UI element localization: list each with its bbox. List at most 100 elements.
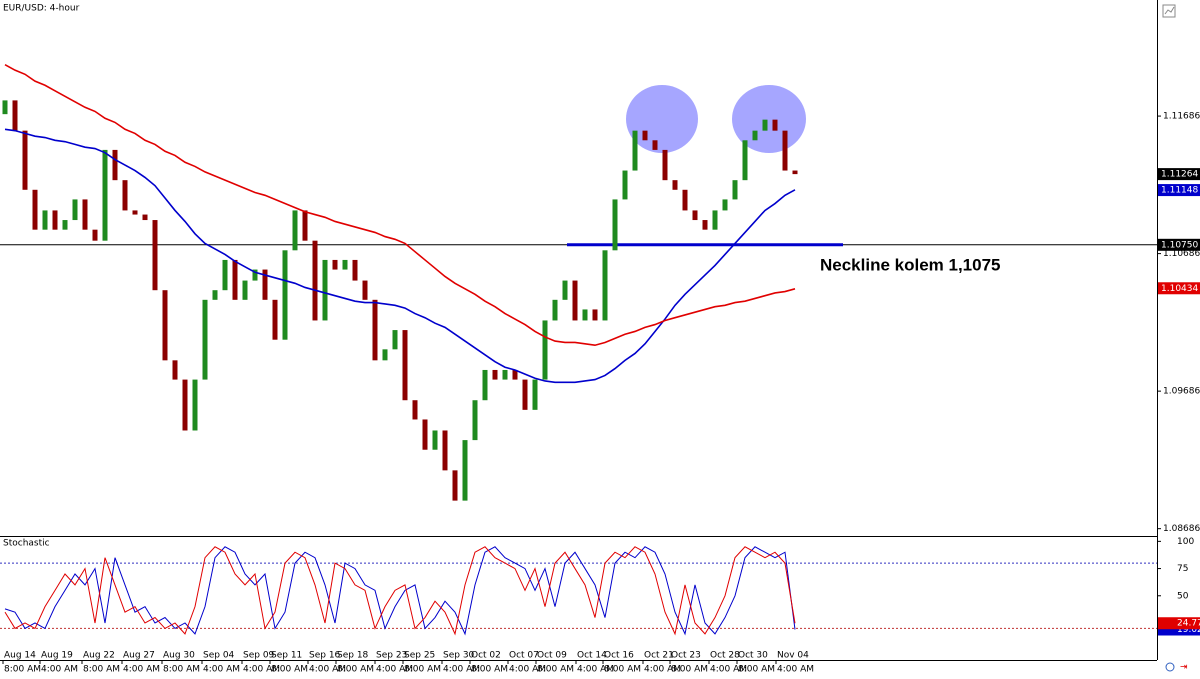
candle [652,140,658,150]
candle [162,290,168,361]
candle [742,140,748,181]
x-tick-date: Oct 16 [604,651,634,661]
y-tick-label: 100 [1177,537,1194,547]
y-tick-label: 50 [1177,591,1189,601]
candle [22,130,28,190]
candle [592,309,598,321]
candle [192,379,198,431]
icon[interactable] [1165,662,1175,672]
x-tick-date: Nov 04 [777,651,809,661]
x-tick-time: 8:00 AM [471,665,508,675]
candle [332,259,338,270]
chart-title: EUR/USD: 4-hour [3,4,80,14]
y-tick-label: 1.08686 [1163,524,1200,534]
candle [502,369,508,380]
x-tick-time: 4:00 AM [644,665,681,675]
x-tick-date: Oct 09 [537,651,567,661]
candle [542,320,548,380]
x-tick-date: Oct 30 [738,651,768,661]
candle [272,299,278,340]
price-label-box [1158,238,1200,251]
candle [42,210,48,230]
x-tick-date: Sep 11 [271,651,302,661]
x-tick-date: Sep 04 [203,651,235,661]
candle [112,149,118,181]
x-tick-time: 8:00 AM [337,665,374,675]
price-label-box [1158,168,1200,181]
x-tick-date: Aug 14 [4,651,36,661]
candle [622,170,628,200]
x-tick-time: 4:00 AM [41,665,78,675]
x-tick-time: 4:00 AM [443,665,480,675]
x-tick-date: Oct 23 [671,651,701,661]
candle [172,360,178,380]
candle [442,430,448,471]
value-label: 24.77 [1177,619,1200,629]
price-label: 1.10750 [1161,240,1198,250]
candle [132,210,138,215]
candle [562,280,568,300]
candle [152,220,158,291]
price-label: 1.11148 [1161,186,1198,196]
icon-frame [1162,4,1176,18]
candle [452,470,458,501]
candle [402,330,408,401]
candle [462,440,468,501]
annotation: Neckline kolem 1,1075 [820,255,1001,274]
x-tick-time: 8:00 AM [404,665,441,675]
candle [552,299,558,321]
x-tick-date: Aug 27 [123,651,155,661]
price-label-box [1158,184,1200,197]
candle [142,214,148,221]
candle [322,259,328,321]
x-tick-time: 8:00 AM [604,665,641,675]
x-tick-time: 4:00 AM [777,665,814,675]
candle [522,379,528,410]
candle [242,280,248,300]
candle [182,379,188,431]
candle [262,269,268,300]
candle [472,400,478,441]
x-tick-time: 8:00 AM [4,665,41,675]
candle [372,299,378,361]
candle [612,199,618,251]
candle [682,189,688,211]
y-tick-label: 1.11686 [1163,112,1200,122]
icon[interactable]: ⇥ [1180,663,1188,673]
x-tick-time: 8:00 AM [271,665,308,675]
candle [222,259,228,291]
candle [702,220,708,230]
x-tick-time: 4:00 AM [577,665,614,675]
candle [632,130,638,171]
candle [692,210,698,221]
candle [122,180,128,211]
candle [782,130,788,171]
x-tick-time: 4:00 AM [243,665,280,675]
y-tick-label: 75 [1177,564,1188,574]
candle [382,349,388,361]
price-label: 1.11264 [1161,170,1198,180]
x-tick-time: 4:00 AM [710,665,747,675]
candle [642,130,648,141]
panel-title: Stochastic [3,539,50,549]
candle [602,250,608,321]
x-tick-time: 8:00 AM [537,665,574,675]
icon-glyph [1164,6,1175,15]
indicator-line [4,63,796,347]
candle [312,240,318,321]
candle [432,430,438,450]
x-tick-time: 4:00 AM [509,665,546,675]
candle [352,259,358,281]
x-tick-date: Oct 28 [710,651,740,661]
x-tick-time: 4:00 AM [309,665,346,675]
candle [292,210,298,251]
candle [92,229,98,241]
x-tick-time: 8:00 AM [163,665,200,675]
x-tick-date: Oct 02 [471,651,501,661]
candle [512,369,518,380]
x-tick-date: Sep 23 [376,651,407,661]
icon[interactable] [1162,4,1176,18]
candle [282,250,288,340]
candle [582,309,588,321]
